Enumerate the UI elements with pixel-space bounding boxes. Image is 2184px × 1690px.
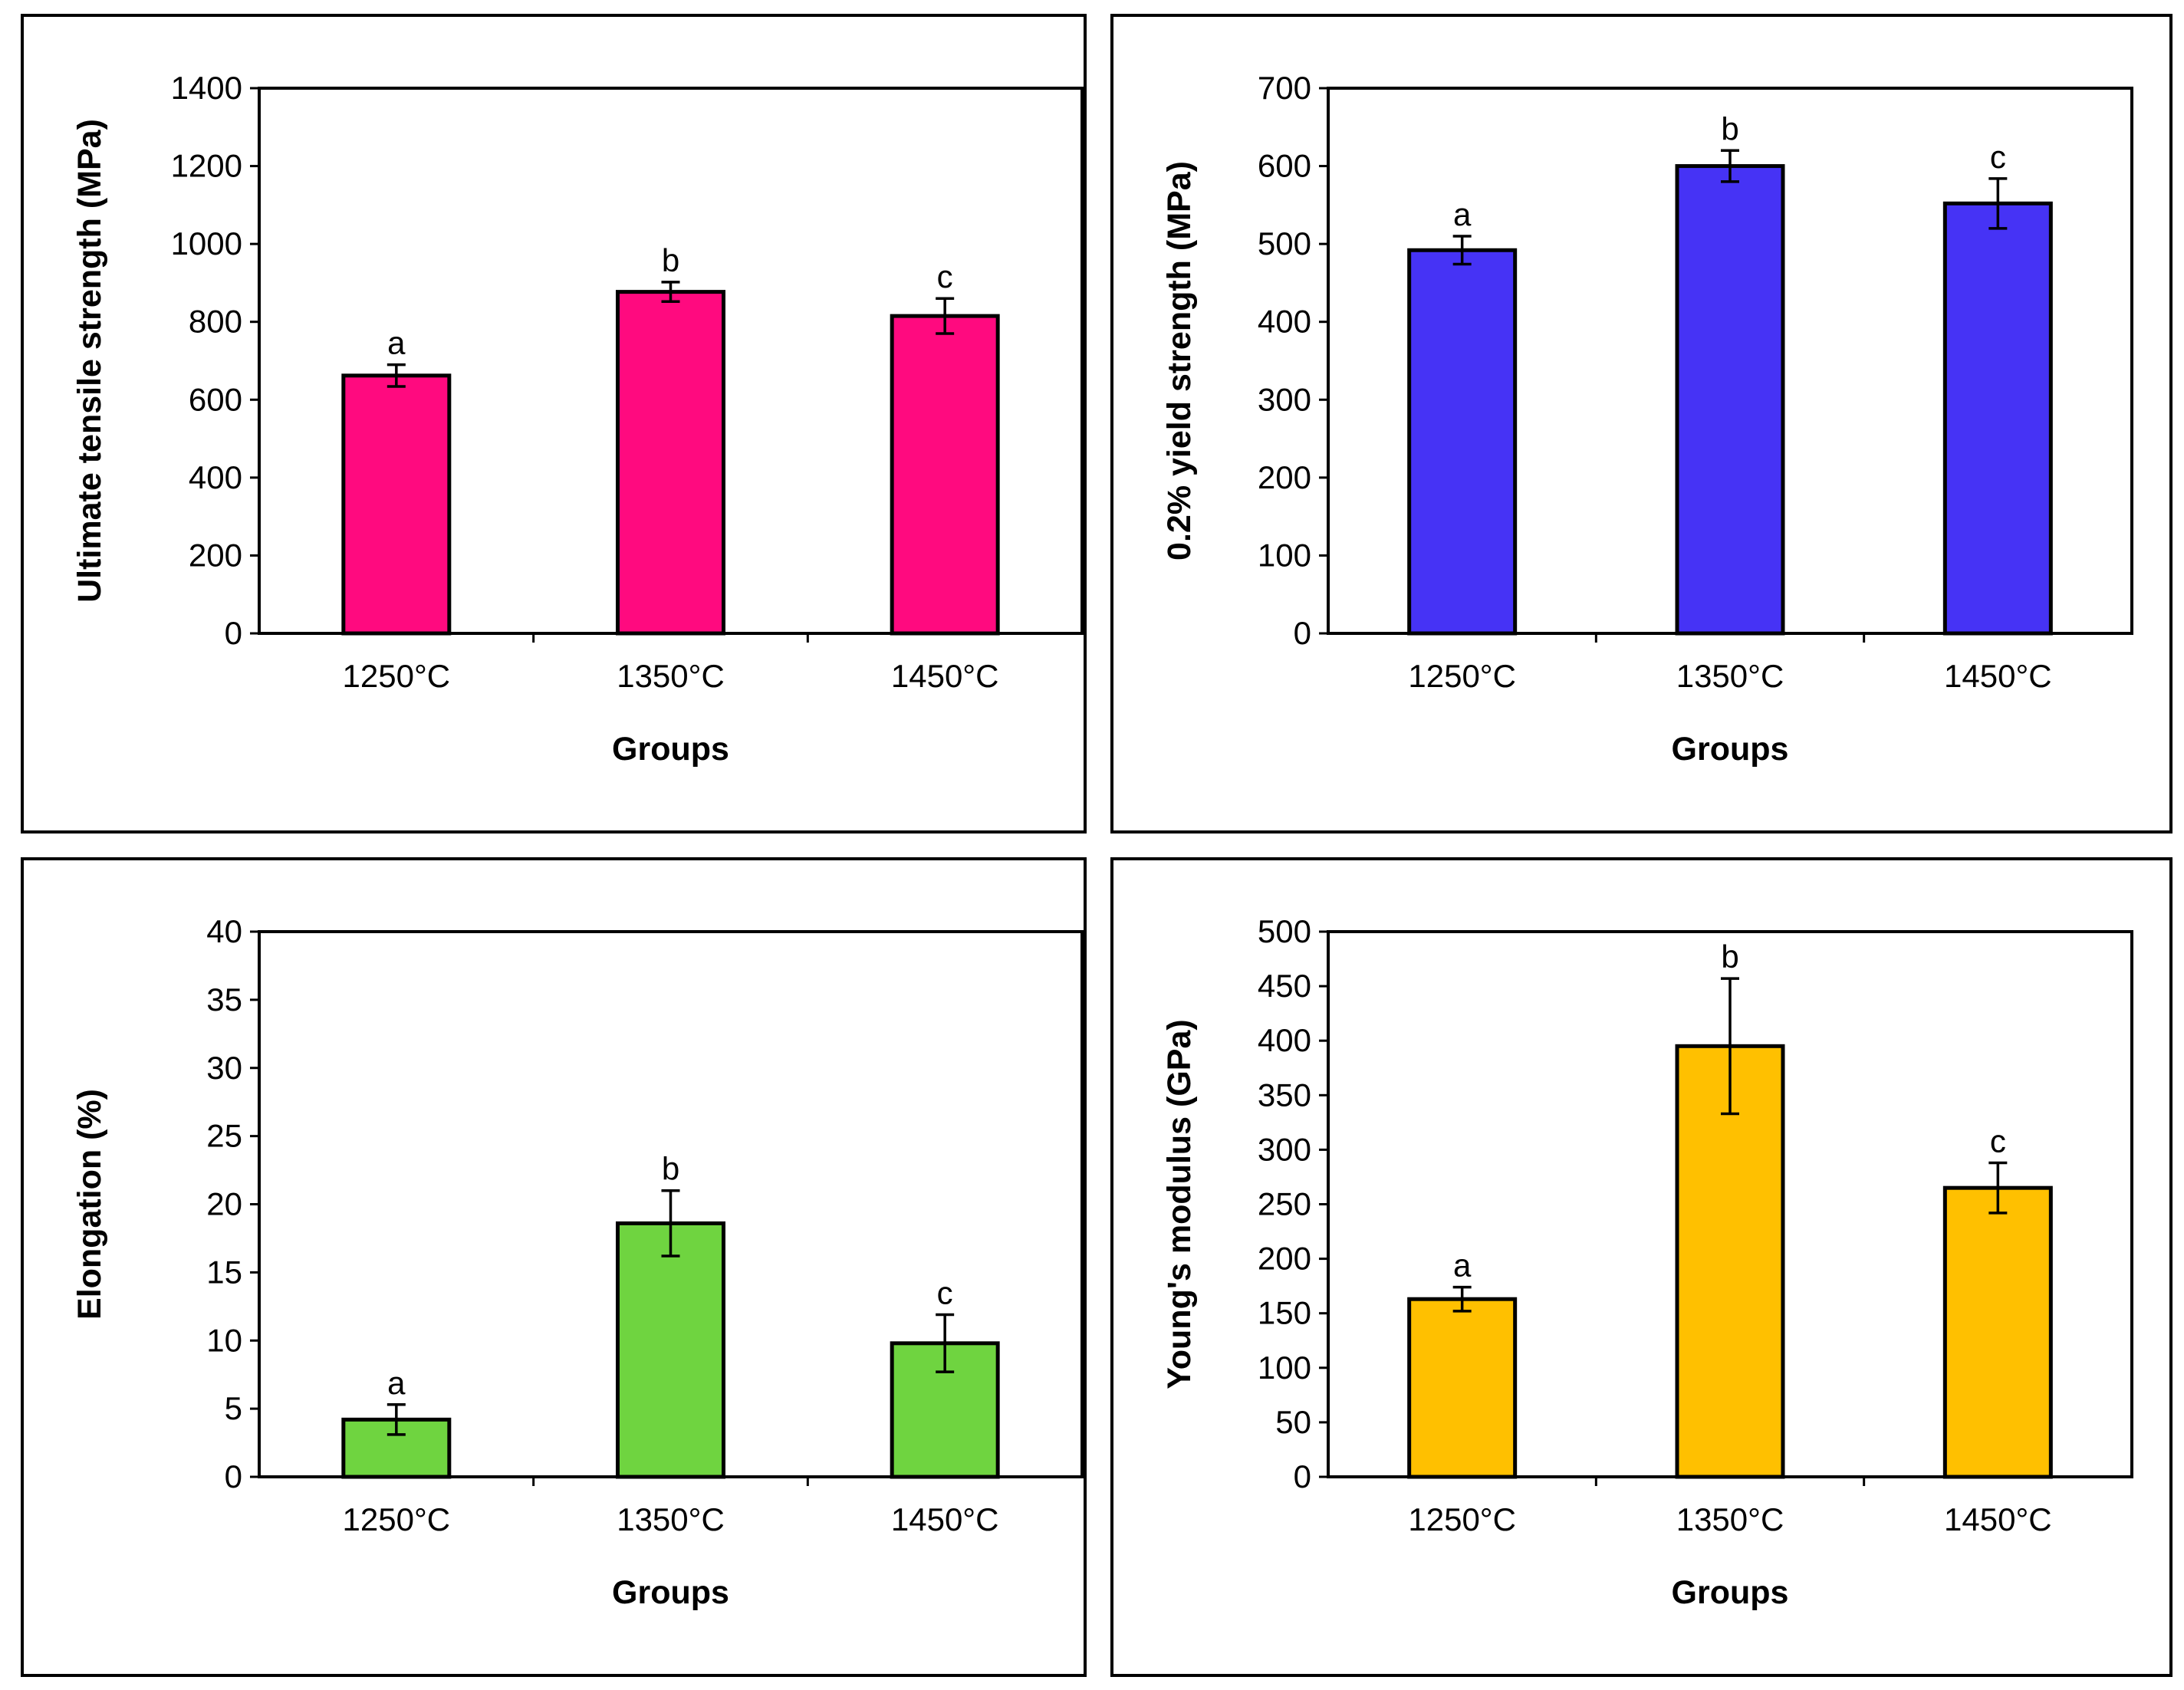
y-axis-title: 0.2% yield strength (MPa) [1161,161,1198,561]
y-tick-label: 500 [1258,225,1311,261]
x-axis-title: Groups [1672,1574,1789,1611]
y-tick-label: 350 [1258,1077,1311,1113]
bar [1942,201,2053,636]
x-tick-label: 1250°C [343,658,451,694]
y-tick-label: 100 [1258,1350,1311,1386]
significance-letter: a [387,325,406,361]
x-tick-label: 1250°C [343,1501,451,1537]
y-tick-label: 800 [189,304,242,340]
y-tick-label: 50 [1275,1404,1311,1440]
y-tick-label: 600 [189,381,242,417]
y-tick-label: 1000 [171,225,242,261]
y-tick-label: 400 [1258,304,1311,340]
x-tick-label: 1250°C [1408,658,1516,694]
elongation-chart: 0 5 10 15 20 25 30 35 40 a 1250°C b 1350°C c 1450°C Gro… [71,913,1084,1611]
x-tick-label: 1450°C [891,658,999,694]
bar [616,1221,725,1479]
significance-letter: c [937,258,953,294]
chart-panel-youngs-modulus: 0 50 100 150 200 250 300 350 400 450 500 a 1250°C b 13… [1110,857,2172,1677]
y-tick-label: 40 [206,913,242,949]
y-tick-label: 15 [206,1254,242,1290]
y-tick-label: 250 [1258,1186,1311,1222]
bar [890,314,1000,636]
chart-panel-elongation: 0 5 10 15 20 25 30 35 40 a 1250°C b 1350°C c 1450°C Gro… [21,857,1087,1677]
x-axis-title: Groups [1672,731,1789,768]
y-tick-label: 150 [1258,1295,1311,1331]
y-tick-label: 500 [1258,913,1311,949]
y-tick-label: 300 [1258,381,1311,417]
y-tick-label: 25 [206,1118,242,1154]
significance-letter: b [662,1151,679,1187]
y-tick-label: 200 [1258,459,1311,495]
bar [341,373,452,636]
bar [616,290,725,636]
y-tick-label: 35 [206,981,242,1018]
x-tick-label: 1350°C [1676,1501,1784,1537]
x-axis-title: Groups [612,731,729,768]
significance-letter: c [1990,1123,2006,1159]
significance-letter: b [1721,939,1738,975]
y-tick-label: 0 [1294,615,1311,651]
youngs-modulus-chart: 0 50 100 150 200 250 300 350 400 450 500 a 1250°C b 13… [1161,913,2133,1611]
x-tick-label: 1450°C [1944,1501,2052,1537]
y-tick-label: 10 [206,1322,242,1358]
y-tick-label: 1400 [171,70,242,106]
bar [1407,1297,1518,1479]
y-tick-label: 0 [1294,1458,1311,1494]
significance-letter: a [387,1365,406,1401]
y-tick-label: 200 [189,537,242,573]
y-tick-label: 5 [225,1390,242,1426]
x-tick-label: 1450°C [1944,658,2052,694]
y-tick-label: 450 [1258,968,1311,1004]
significance-letter: a [1453,1248,1472,1284]
significance-letter: b [1721,110,1738,146]
y-tick-label: 30 [206,1050,242,1086]
y-tick-label: 400 [189,459,242,495]
significance-letter: a [1453,196,1472,232]
tensile-strength-chart: 0 200 400 600 800 1000 1200 1400 a 1250°C b 1350°C c… [71,70,1084,768]
y-tick-label: 1200 [171,148,242,184]
y-tick-label: 100 [1258,537,1311,573]
y-tick-label: 600 [1258,148,1311,184]
y-tick-label: 400 [1258,1022,1311,1058]
x-tick-label: 1450°C [891,1501,999,1537]
bar [1675,164,1785,636]
y-tick-label: 0 [225,615,242,651]
y-tick-label: 0 [225,1458,242,1494]
x-tick-label: 1350°C [1676,658,1784,694]
bar [1942,1185,2053,1479]
significance-letter: c [937,1274,953,1310]
x-tick-label: 1350°C [617,658,725,694]
chart-panel-tensile-strength: 0 200 400 600 800 1000 1200 1400 a 1250°C b 1350°C c… [21,14,1087,833]
y-axis-title: Elongation (%) [71,1089,108,1320]
chart-panel-yield-strength: 0 100 200 300 400 500 600 700 a 1250°C b 1350°C c 145… [1110,14,2172,833]
y-axis-title: Ultimate tensile strength (MPa) [71,119,108,603]
bar [1407,248,1518,636]
y-tick-label: 20 [206,1186,242,1222]
x-tick-label: 1350°C [617,1501,725,1537]
x-tick-label: 1250°C [1408,1501,1516,1537]
y-tick-label: 700 [1258,70,1311,106]
significance-letter: b [662,242,679,278]
y-axis-title: Young's modulus (GPa) [1161,1019,1198,1389]
y-tick-label: 300 [1258,1131,1311,1167]
significance-letter: c [1990,139,2006,175]
x-axis-title: Groups [612,1574,729,1611]
y-tick-label: 200 [1258,1241,1311,1277]
yield-strength-chart: 0 100 200 300 400 500 600 700 a 1250°C b 1350°C c 145… [1161,70,2133,768]
